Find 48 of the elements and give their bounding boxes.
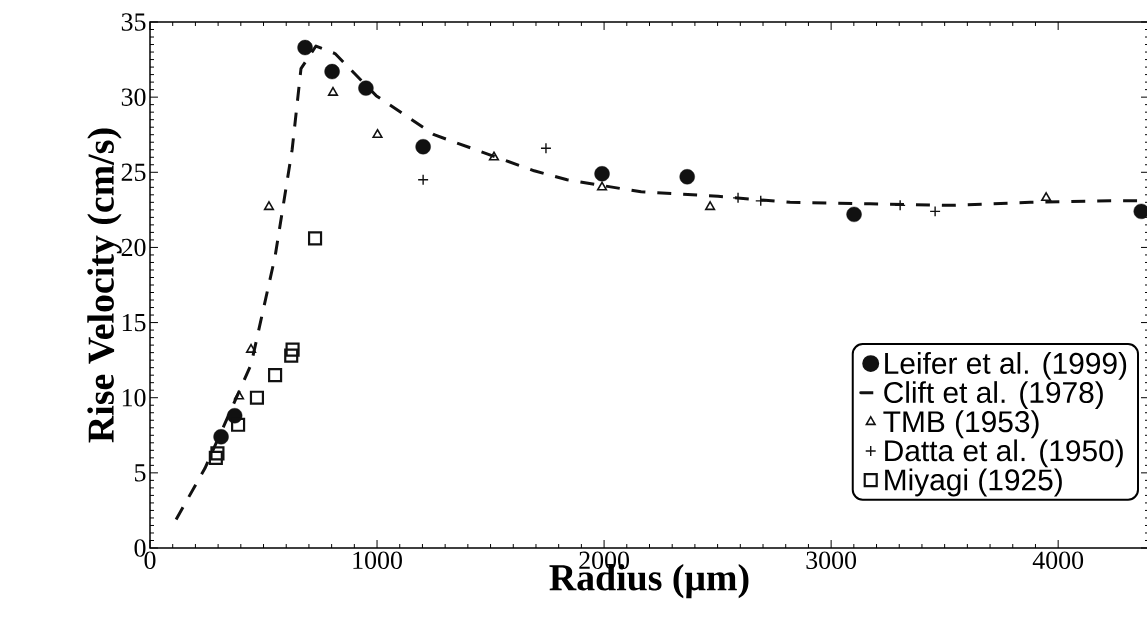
point xyxy=(213,429,229,445)
point xyxy=(596,181,608,191)
point xyxy=(540,142,552,154)
point xyxy=(249,390,265,405)
point xyxy=(285,342,300,357)
y-tick-label: 25 xyxy=(121,163,146,181)
point xyxy=(417,174,429,186)
point xyxy=(327,86,339,96)
point xyxy=(488,151,500,161)
legend-label: Miyagi (1925) xyxy=(885,468,1062,497)
legend-label: Datta et al. (1950) xyxy=(885,439,1123,468)
point xyxy=(358,80,374,96)
point xyxy=(705,201,716,211)
point xyxy=(307,231,323,246)
y-tick-label: 35 xyxy=(121,13,146,31)
point xyxy=(679,169,695,185)
y-tick-label: 10 xyxy=(122,388,146,407)
point xyxy=(846,206,862,223)
point xyxy=(372,128,383,138)
y-tick-label: 5 xyxy=(135,464,146,482)
point xyxy=(929,205,941,218)
point xyxy=(231,417,246,432)
legend-label: TMB (1953) xyxy=(883,410,1039,439)
point xyxy=(245,343,257,353)
point xyxy=(210,446,225,461)
point xyxy=(894,199,906,212)
point xyxy=(284,348,299,363)
point xyxy=(233,390,245,400)
point xyxy=(755,195,767,207)
point xyxy=(1133,203,1147,220)
y-tick-label: 30 xyxy=(121,88,146,106)
y-axis-title: Rise Velocity (cm/s) xyxy=(87,128,122,443)
point xyxy=(324,63,340,80)
point xyxy=(208,450,223,465)
y-tick-label: 0 xyxy=(134,539,146,557)
y-tick-label: 15 xyxy=(122,313,146,332)
legend-label: Leifer et al. (1999) xyxy=(885,352,1127,380)
point xyxy=(297,39,313,56)
x-tick-label: 3000 xyxy=(806,551,857,569)
y-tick-label: 20 xyxy=(121,238,146,257)
point xyxy=(1041,192,1052,202)
point xyxy=(268,368,283,383)
x-tick-label: 4000 xyxy=(1032,551,1084,569)
x-tick-label: 1000 xyxy=(353,551,402,569)
point xyxy=(594,166,610,182)
point xyxy=(415,139,431,155)
point xyxy=(263,201,275,211)
legend-label: Clift et al. (1978) xyxy=(884,381,1103,409)
